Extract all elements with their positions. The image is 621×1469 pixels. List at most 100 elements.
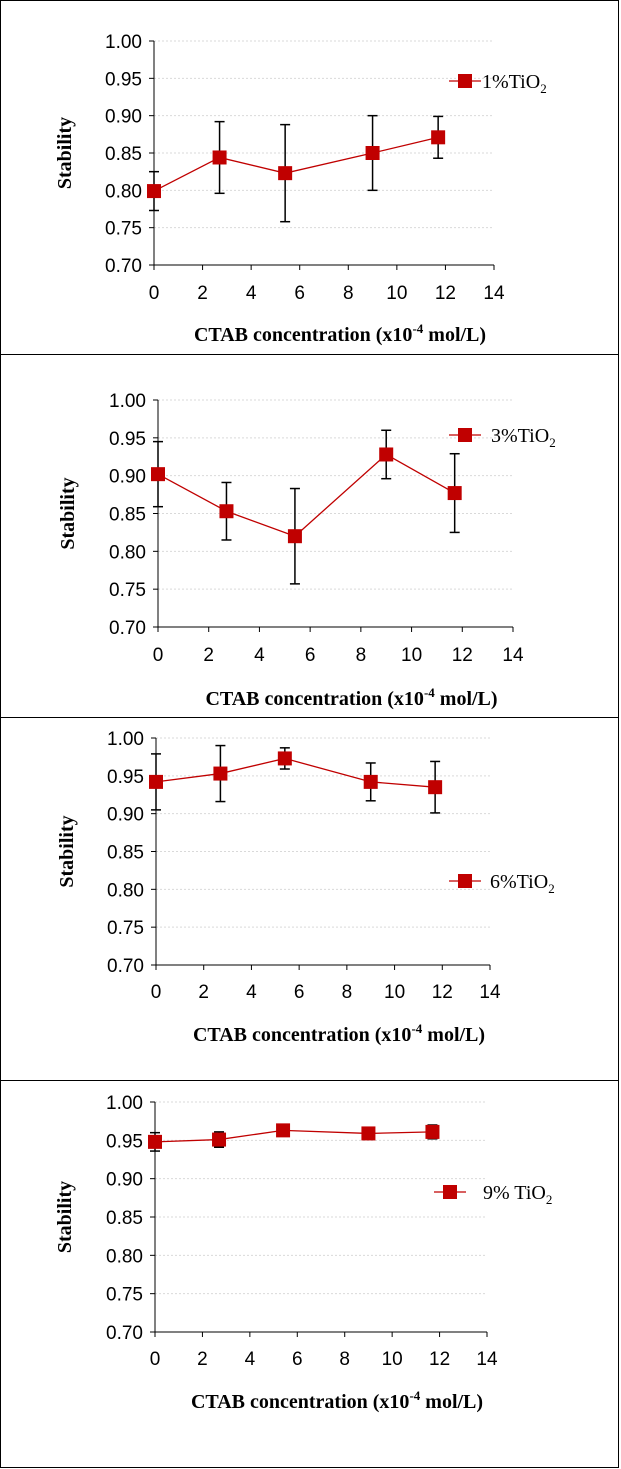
chart-3-svg: 0.70 0.75 0.80 0.85 0.90 0.95 1.00 0 2 4 6 8 10 12 14 S… [56,729,555,1046]
chart-4-x-tick-label: 12 [429,1349,450,1370]
chart-4-y-tick-label: 0.80 [106,1246,143,1267]
chart-3-legend-marker [458,874,472,888]
chart-3-y-tick-label: 0.70 [107,956,144,977]
chart-2-y-tick-label: 0.80 [109,542,146,563]
chart-2-y-tick-label: 0.85 [109,505,146,526]
chart-2-x-axis-title: CTAB concentration (x10-4 mol/L) [205,685,497,710]
chart-1-y-tick-label: 1.00 [105,32,142,53]
chart-4-data-point [361,1126,376,1141]
chart-3-x-axis-title: CTAB concentration (x10-4 mol/L) [193,1021,485,1046]
chart-3-data-point [213,766,228,781]
chart-4-y-tick-label: 1.00 [106,1093,143,1114]
chart-1-x-tick-label: 4 [246,283,257,304]
chart-2-x-tick-label: 14 [502,645,524,666]
chart-1-legend-label: 1%TiO2 [482,71,547,96]
chart-4-x-tick-label: 4 [245,1349,256,1370]
chart-3-x-tick-label: 12 [432,982,453,1003]
chart-1-x-axis-title: CTAB concentration (x10-4 mol/L) [194,321,486,346]
chart-3-data-point [149,774,163,789]
chart-4-y-tick-label: 0.95 [106,1131,143,1152]
chart-1-x-tick-label: 2 [197,283,208,304]
chart-panel-2: 0.70 0.75 0.80 0.85 0.90 0.95 1.00 0 2 4 6 8 10 12 14 S… [0,354,619,718]
chart-2-y-tick-label: 0.75 [109,580,146,601]
chart-3-y-tick-label: 0.90 [107,805,144,826]
chart-4-x-tick-label: 6 [292,1349,303,1370]
chart-1-legend-marker [458,74,472,88]
chart-2-y-tick-label: 0.70 [109,618,146,639]
chart-1-data-point [278,166,293,181]
chart-3-data-point [363,774,378,789]
chart-2-y-tick-label: 0.95 [109,429,146,450]
chart-1-x-tick-label: 14 [483,283,505,304]
chart-1-data-point [147,184,161,199]
chart-2-x-tick-label: 12 [452,645,473,666]
chart-2-legend-marker [458,428,472,442]
chart-2-series-line [157,453,455,537]
chart-4-y-tick-label: 0.85 [106,1208,143,1229]
chart-3-x-tick-label: 6 [294,982,305,1003]
chart-3-y-axis-title: Stability [56,815,78,887]
chart-4-y-tick-label: 0.75 [106,1285,143,1306]
chart-4-legend-label: 9% TiO2 [483,1182,552,1207]
chart-1-data-point [365,146,380,160]
chart-3-y-tick-label: 0.80 [107,880,144,901]
chart-1-y-axis-title: Stability [54,117,76,189]
chart-1-x-tick-label: 6 [294,283,305,304]
chart-1-x-tick-label: 10 [386,283,407,304]
chart-4-x-axis-title: CTAB concentration (x10-4 mol/L) [191,1388,483,1413]
chart-4-svg: 0.70 0.75 0.80 0.85 0.90 0.95 1.00 0 2 4 6 8 10 12 14 S… [54,1093,552,1413]
chart-3-x-tick-label: 0 [151,982,162,1003]
chart-4-x-tick-label: 0 [150,1349,161,1370]
chart-4-y-axis-title: Stability [54,1181,76,1253]
chart-4-data-point [276,1123,291,1138]
chart-3-x-tick-label: 8 [342,982,353,1003]
chart-2-data-point [219,504,234,519]
chart-4-data-point [425,1124,440,1139]
chart-4-data-point [212,1132,227,1147]
chart-1-y-tick-label: 0.85 [105,144,142,165]
chart-1-x-tick-label: 8 [343,283,354,304]
chart-4-data-point [148,1134,162,1149]
chart-1-series-line [153,136,439,192]
chart-4-series-line [154,1129,433,1143]
chart-4-x-tick-label: 10 [382,1349,403,1370]
chart-1-x-tick-label: 12 [435,283,456,304]
chart-1-x-tick-label: 0 [149,283,160,304]
chart-4-x-tick-label: 8 [339,1349,350,1370]
chart-2-data-point [447,486,462,501]
chart-4-y-tick-label: 0.70 [106,1323,143,1344]
chart-3-x-tick-label: 10 [384,982,405,1003]
chart-2-y-tick-label: 0.90 [109,467,146,488]
chart-2-x-tick-label: 2 [203,645,214,666]
chart-1-data-point [212,150,227,165]
chart-2-x-tick-label: 4 [254,645,265,666]
chart-2-data-point [287,529,302,544]
chart-2-data-point [151,467,165,482]
chart-4-legend-marker [443,1185,457,1199]
chart-1-y-tick-label: 0.75 [105,219,142,240]
chart-2-x-tick-label: 6 [305,645,316,666]
chart-4-x-tick-label: 2 [197,1349,208,1370]
chart-3-data-point [277,751,292,766]
chart-3-y-tick-label: 0.95 [107,767,144,788]
chart-2-y-axis-title: Stability [57,477,79,549]
chart-4-x-tick-label: 14 [476,1349,498,1370]
chart-3-legend-label: 6%TiO2 [490,871,555,896]
chart-1-y-tick-label: 0.90 [105,107,142,128]
chart-panel-1: 0.70 0.75 0.80 0.85 0.90 0.95 1.00 0 2 4 6 8 10 12 14 S… [0,0,619,355]
chart-3-series-line [155,757,436,788]
chart-panel-4: 0.70 0.75 0.80 0.85 0.90 0.95 1.00 0 2 4 6 8 10 12 14 S… [0,1080,619,1468]
chart-3-x-tick-label: 4 [246,982,257,1003]
chart-1-data-point [431,130,446,145]
chart-panel-3: 0.70 0.75 0.80 0.85 0.90 0.95 1.00 0 2 4 6 8 10 12 14 S… [0,717,619,1081]
chart-3-x-tick-label: 14 [479,982,501,1003]
chart-2-svg: 0.70 0.75 0.80 0.85 0.90 0.95 1.00 0 2 4 6 8 10 12 14 S… [57,391,556,710]
chart-2-legend-label: 3%TiO2 [491,425,556,450]
chart-3-y-tick-label: 0.85 [107,843,144,864]
chart-1-y-tick-label: 0.80 [105,181,142,202]
chart-1-svg: 0.70 0.75 0.80 0.85 0.90 0.95 1.00 0 2 4 6 8 10 12 14 S… [54,32,547,346]
chart-3-x-tick-label: 2 [198,982,209,1003]
chart-2-data-point [379,447,394,462]
chart-2-x-tick-label: 8 [356,645,367,666]
chart-3-y-tick-label: 0.75 [107,918,144,939]
